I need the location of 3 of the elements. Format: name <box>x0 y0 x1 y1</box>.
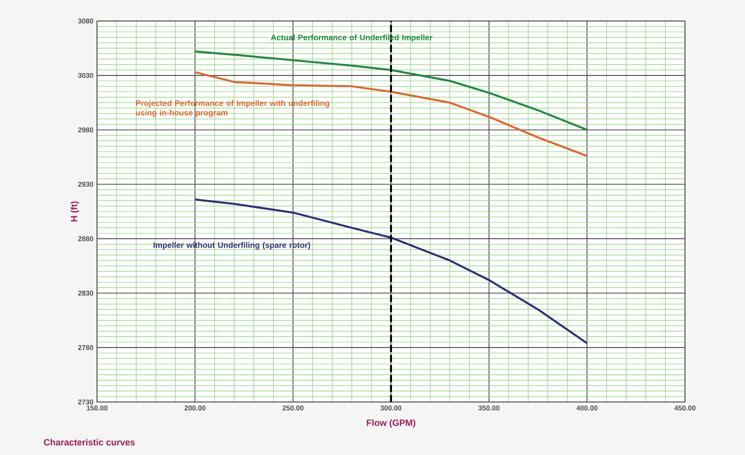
text: Characteristic curves <box>44 438 135 446</box>
y-axis-title: H (ft) <box>70 201 80 222</box>
x-axis-title: Flow (GPM) <box>366 419 416 428</box>
